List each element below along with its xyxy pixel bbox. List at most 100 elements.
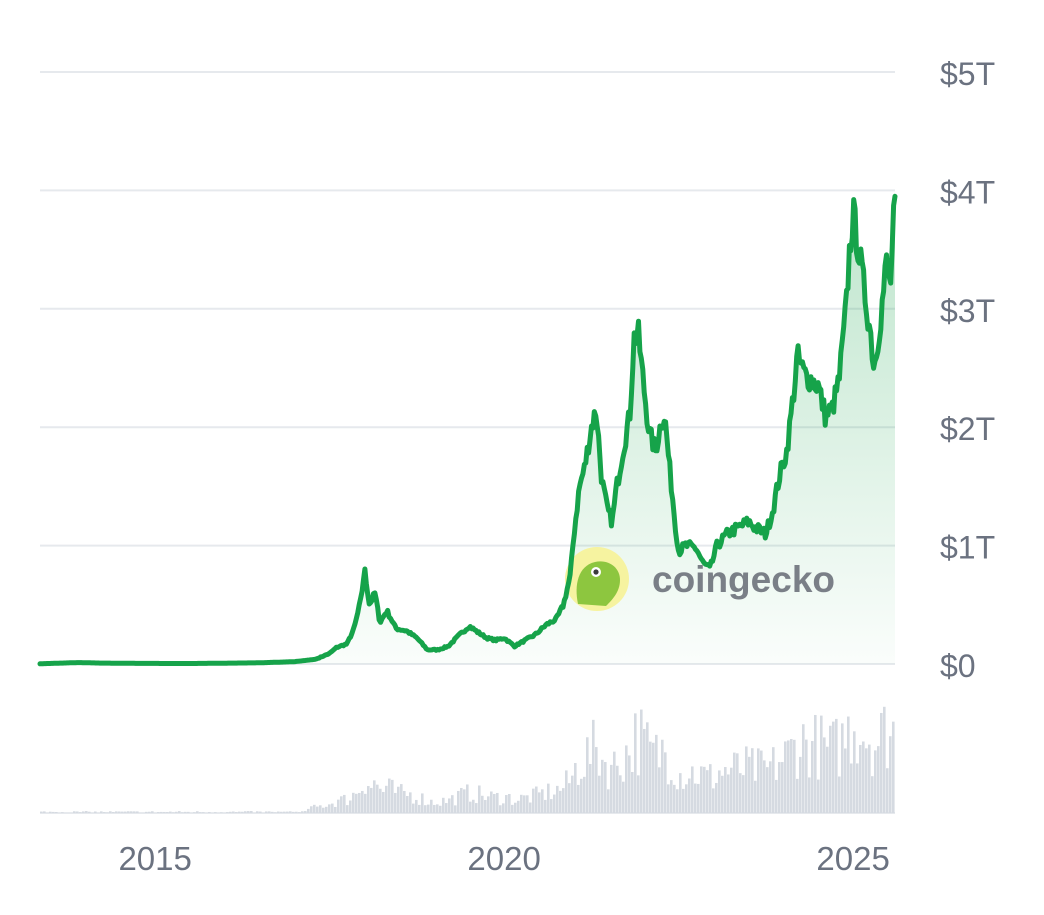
volume-bar (520, 794, 523, 813)
volume-bar (397, 786, 400, 813)
volume-bar (478, 785, 481, 813)
volume-bar (778, 762, 781, 813)
volume-bar (649, 741, 652, 813)
volume-bar (496, 792, 499, 813)
volume-bar (304, 811, 307, 813)
volume-bar (322, 807, 325, 813)
volume-bar (40, 811, 43, 813)
volume-bar (784, 741, 787, 813)
volume-bar (391, 779, 394, 813)
volume-bar (166, 812, 169, 813)
volume-bar (835, 718, 838, 813)
volume-bar (346, 805, 349, 813)
volume-bar (307, 808, 310, 813)
volume-bar (586, 737, 589, 813)
y-tick-label: $5T (940, 56, 995, 92)
volume-bar (670, 780, 673, 813)
volume-bar (652, 742, 655, 813)
volume-bar (49, 811, 52, 813)
volume-bar (109, 811, 112, 813)
volume-bar (676, 789, 679, 813)
watermark-text: coingecko (652, 559, 835, 600)
volume-bar (448, 798, 451, 813)
y-tick-label: $3T (940, 293, 995, 329)
volume-bar (721, 775, 724, 813)
volume-bar (664, 752, 667, 813)
volume-bar (709, 764, 712, 813)
volume-bar (409, 792, 412, 813)
volume-bar (547, 783, 550, 813)
volume-bar (595, 747, 598, 813)
volume-bar (412, 803, 415, 813)
volume-bar (505, 795, 508, 813)
volume-bar (658, 767, 661, 813)
volume-bar (580, 778, 583, 813)
volume-bar (523, 795, 526, 813)
volume-bar (502, 803, 505, 813)
volume-bar (415, 799, 418, 813)
volume-bar (250, 811, 253, 813)
volume-bar (718, 770, 721, 813)
volume-bar (634, 713, 637, 813)
volume-bar (643, 728, 646, 813)
volume-bar (556, 785, 559, 813)
volume-bar (118, 811, 121, 813)
volume-bar (112, 812, 115, 813)
volume-bar (106, 812, 109, 813)
x-axis-ticks: 2015 2020 2025 (118, 840, 889, 877)
volume-bar (373, 780, 376, 813)
volume-bar (679, 773, 682, 813)
volume-bar (424, 805, 427, 813)
volume-bar (364, 793, 367, 813)
volume-bar (421, 793, 424, 813)
volume-bar (844, 748, 847, 813)
volume-bar (823, 737, 826, 813)
volume-bar (628, 755, 631, 813)
volume-bar (136, 811, 139, 813)
volume-bar (805, 739, 808, 813)
volume-bar (808, 777, 811, 813)
volume-bar (880, 712, 883, 813)
volume-bar (565, 770, 568, 813)
volume-bar (433, 804, 436, 813)
volume-bar (868, 744, 871, 813)
y-tick-label: $4T (940, 174, 995, 210)
volume-bar (763, 760, 766, 813)
volume-bar (499, 805, 502, 813)
volume-bar (592, 719, 595, 813)
volume-bars (40, 706, 895, 813)
gecko-pupil-icon (593, 569, 599, 575)
volume-bar (79, 812, 82, 813)
volume-bar (646, 722, 649, 813)
volume-bar (511, 804, 514, 813)
volume-bar (274, 812, 277, 813)
volume-bar (463, 789, 466, 813)
volume-bar (877, 746, 880, 813)
volume-bar (610, 764, 613, 813)
volume-bar (115, 811, 118, 813)
volume-bar (841, 723, 844, 813)
volume-bar (394, 792, 397, 813)
volume-bar (295, 811, 298, 813)
volume-bar (748, 756, 751, 813)
volume-bar (757, 748, 760, 813)
volume-bar (616, 765, 619, 813)
volume-bar (127, 811, 130, 813)
volume-bar (571, 775, 574, 813)
volume-bar (232, 811, 235, 813)
volume-bar (214, 812, 217, 813)
volume-bar (481, 795, 484, 813)
volume-bar (772, 747, 775, 813)
volume-bar (862, 741, 865, 813)
volume-bar (859, 744, 862, 813)
volume-bar (847, 716, 850, 813)
volume-bar (94, 811, 97, 813)
volume-bar (235, 812, 238, 813)
volume-bar (316, 806, 319, 813)
volume-bar (787, 740, 790, 813)
volume-bar (283, 811, 286, 813)
volume-bar (331, 803, 334, 813)
price-line (37, 193, 898, 667)
volume-bar (325, 806, 328, 813)
